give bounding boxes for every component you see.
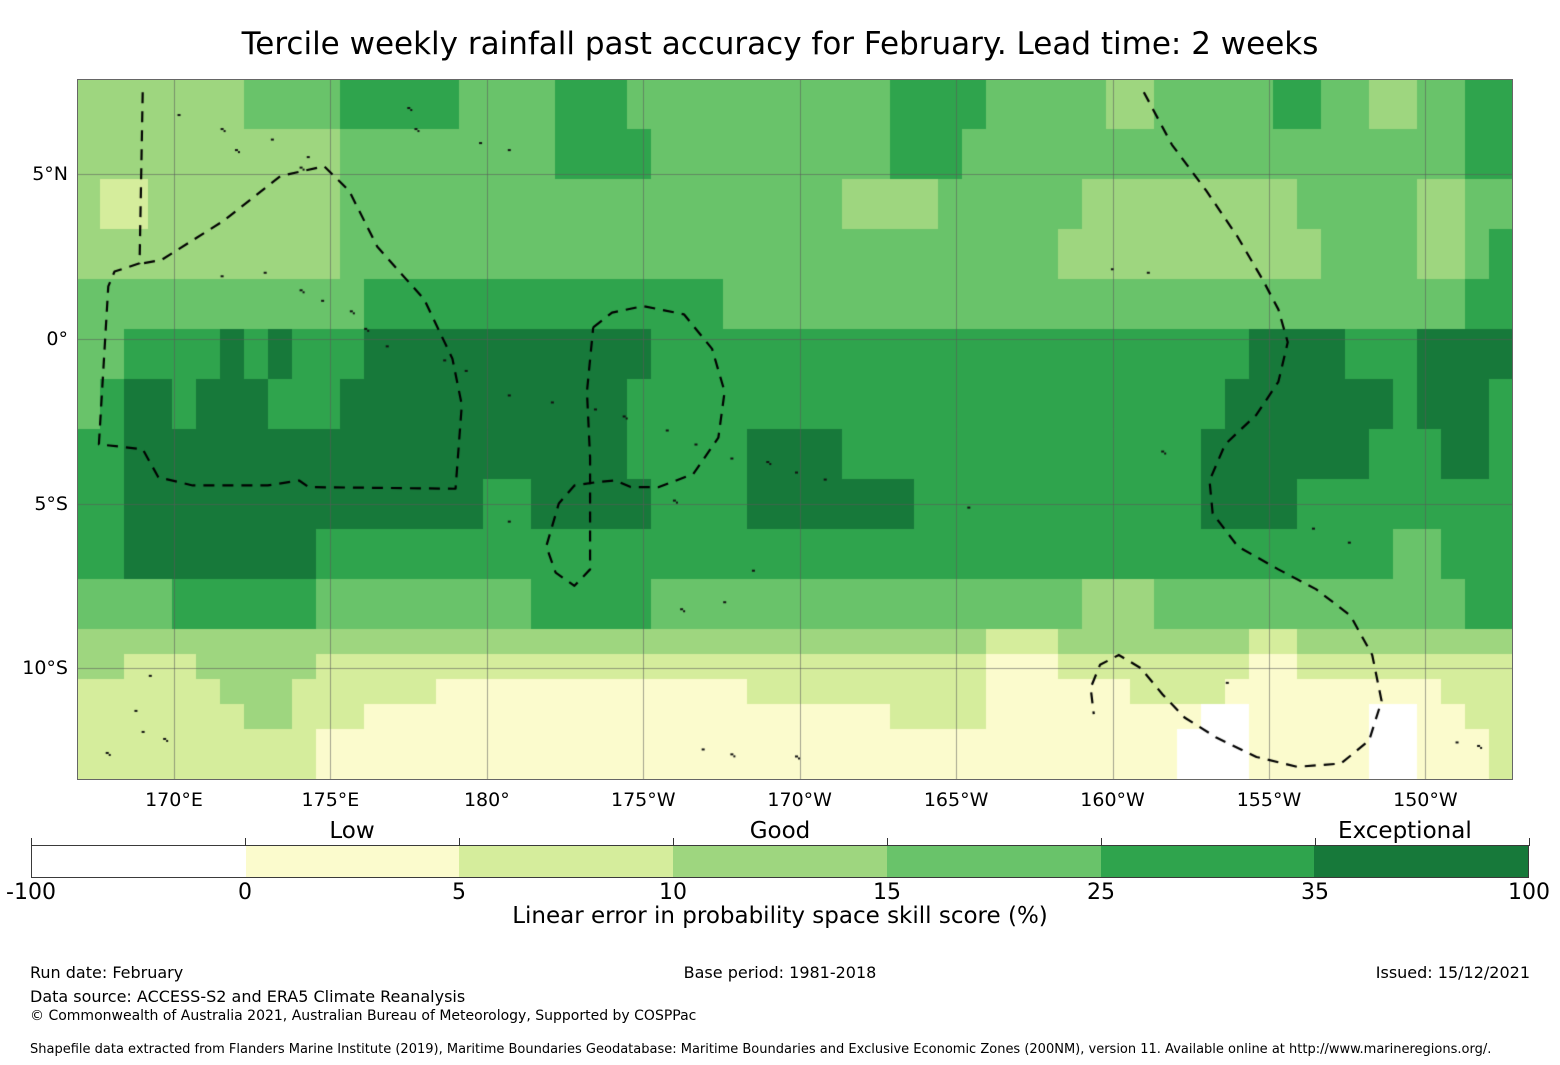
colorbar-tick-mark (1315, 838, 1316, 846)
colorbar-gradient (31, 845, 1529, 878)
heatmap-canvas (77, 79, 1513, 780)
colorbar-tick-mark (887, 838, 888, 846)
x-tick-label: 155°W (1237, 789, 1302, 811)
footer-data-source: Data source: ACCESS-S2 and ERA5 Climate … (30, 987, 465, 1006)
x-tick-label: 175°E (302, 789, 360, 811)
y-tick-label: 5°N (32, 163, 68, 185)
colorbar-segment (32, 846, 246, 877)
page-title: Tercile weekly rainfall past accuracy fo… (0, 26, 1560, 62)
y-tick-label: 0° (46, 328, 68, 350)
colorbar-tick-mark (245, 838, 246, 846)
colorbar-tick-mark (1101, 838, 1102, 846)
footer-issued-date: Issued: 15/12/2021 (1376, 963, 1530, 982)
x-tick-label: 170°W (767, 789, 832, 811)
colorbar-segment (887, 846, 1101, 877)
x-tick-label: 175°W (611, 789, 676, 811)
footer-shapefile-attribution: Shapefile data extracted from Flanders M… (30, 1042, 1491, 1057)
colorbar-tick-label: 10 (659, 880, 687, 905)
colorbar-tick-mark (459, 838, 460, 846)
colorbar-tick-mark (31, 838, 32, 846)
colorbar-segment (1314, 846, 1528, 877)
colorbar-tick-label: 35 (1301, 880, 1329, 905)
colorbar-segment (673, 846, 887, 877)
colorbar-tick-mark (1529, 838, 1530, 846)
colorbar-tick-mark (673, 838, 674, 846)
colorbar-segment (459, 846, 673, 877)
colorbar-segment (246, 846, 460, 877)
map-plot-area[interactable] (77, 79, 1513, 780)
x-tick-label: 165°W (924, 789, 989, 811)
footer-copyright: © Commonwealth of Australia 2021, Austra… (30, 1008, 696, 1024)
colorbar-segment (1101, 846, 1315, 877)
colorbar-category-label: Exceptional (1338, 818, 1472, 844)
x-tick-label: 170°E (145, 789, 203, 811)
colorbar-tick-label: 15 (873, 880, 901, 905)
y-tick-label: 5°S (34, 493, 68, 515)
colorbar-tick-label: -100 (6, 880, 56, 905)
x-tick-label: 180° (464, 789, 510, 811)
colorbar-tick-label: 100 (1508, 880, 1550, 905)
colorbar-axis-label: Linear error in probability space skill … (0, 903, 1560, 929)
colorbar-category-label: Good (750, 818, 811, 844)
colorbar[interactable] (31, 845, 1529, 878)
figure-root: Tercile weekly rainfall past accuracy fo… (0, 0, 1560, 1065)
colorbar-tick-label: 5 (452, 880, 466, 905)
colorbar-tick-label: 0 (238, 880, 252, 905)
colorbar-tick-label: 25 (1087, 880, 1115, 905)
y-tick-label: 10°S (22, 657, 68, 679)
colorbar-category-label: Low (329, 818, 374, 844)
footer-base-period: Base period: 1981-2018 (0, 963, 1560, 982)
x-tick-label: 160°W (1080, 789, 1145, 811)
x-tick-label: 150°W (1393, 789, 1458, 811)
